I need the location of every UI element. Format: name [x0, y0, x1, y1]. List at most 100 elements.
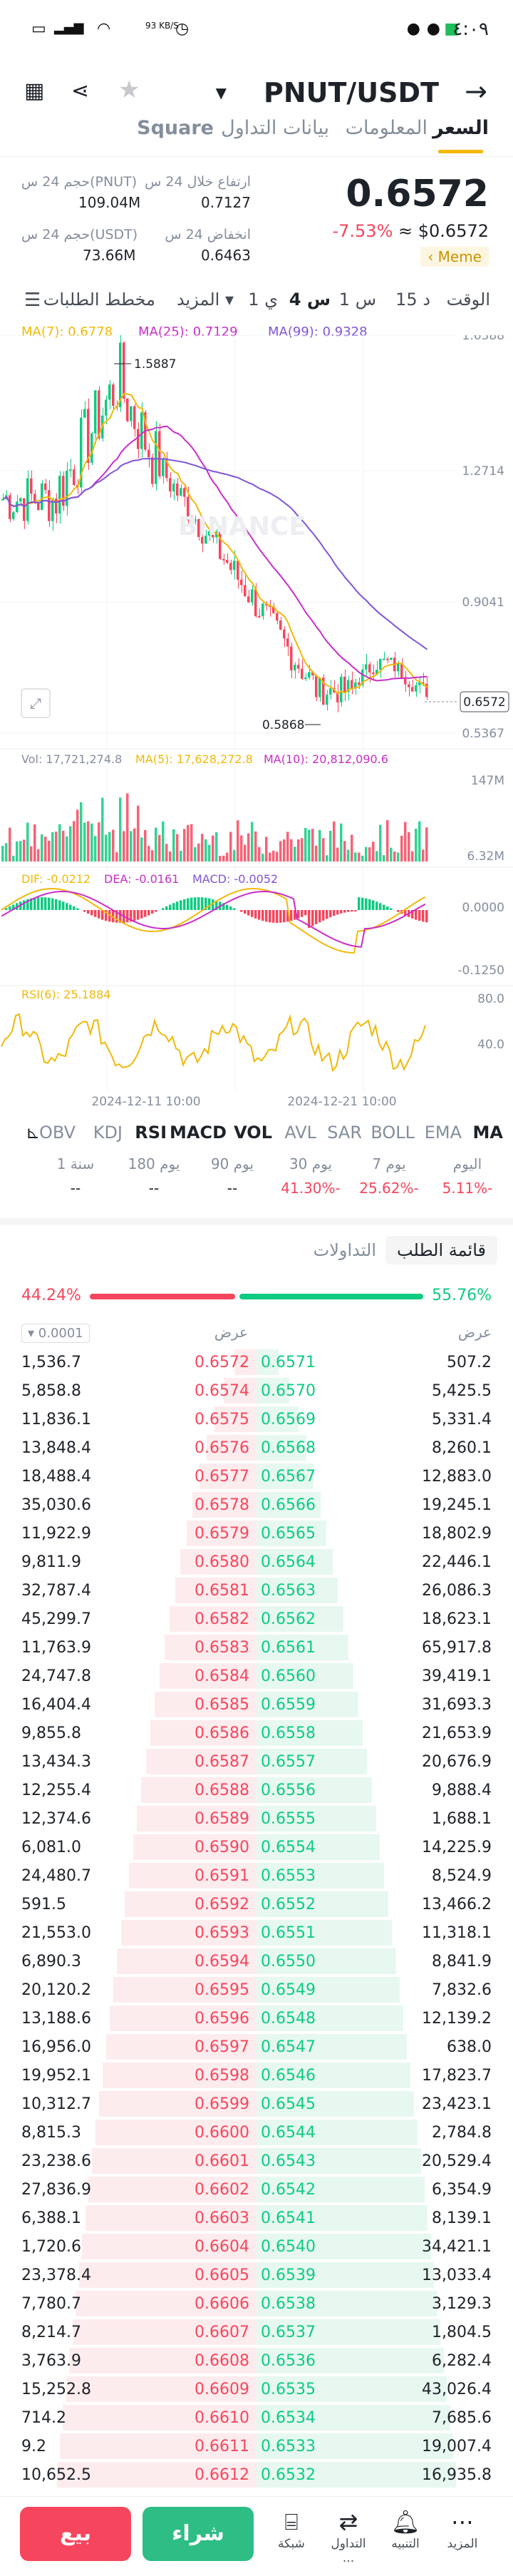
table-row[interactable]: 45,299.7 0.6582 0.6562 18,623.1 — [0, 1605, 513, 1633]
fullscreen-icon[interactable] — [21, 688, 51, 718]
table-row[interactable]: 11,836.1 0.6575 0.6569 5,331.4 — [0, 1405, 513, 1433]
table-row[interactable]: 6,388.1 0.6603 0.6541 8,139.1 — [0, 2204, 513, 2232]
depth-chart-toggle[interactable]: مخطط الطلبات — [43, 290, 155, 310]
volume-bar — [158, 834, 161, 862]
sell-button[interactable]: بيع — [20, 2507, 131, 2561]
table-row[interactable]: 7,780.7 0.6606 0.6538 3,129.3 — [0, 2289, 513, 2318]
bid-depth-bar — [256, 1777, 372, 1803]
indicator-settings-icon[interactable]: ⊾ — [26, 1123, 41, 1143]
table-row[interactable]: 16,404.4 0.6585 0.6559 31,693.3 — [0, 1690, 513, 1719]
table-row[interactable]: 13,848.4 0.6576 0.6568 8,260.1 — [0, 1433, 513, 1462]
table-row[interactable]: 35,030.6 0.6578 0.6566 19,245.1 — [0, 1491, 513, 1519]
table-row[interactable]: 6,890.3 0.6594 0.6550 8,841.9 — [0, 1947, 513, 1976]
indicator-boll[interactable]: BOLL — [370, 1123, 415, 1143]
indicator-avl[interactable]: AVL — [284, 1123, 316, 1143]
indicator-vol[interactable]: VOL — [234, 1123, 272, 1143]
indicator-rsi[interactable]: RSI — [135, 1123, 167, 1143]
indicator-sar[interactable]: SAR — [327, 1123, 362, 1143]
pair-title[interactable]: PNUT/USDT — [264, 77, 439, 108]
table-row[interactable]: 23,238.6 0.6601 0.6543 20,529.4 — [0, 2147, 513, 2175]
tab-trades[interactable]: التداولات — [313, 1240, 376, 1260]
tf-4h[interactable]: 4 س — [289, 290, 331, 310]
table-row[interactable]: 27,836.9 0.6602 0.6542 6,354.9 — [0, 2175, 513, 2204]
nav-grid-bot[interactable]: ⌸ شبكة — [266, 2508, 316, 2551]
table-row[interactable]: 1,720.6 0.6604 0.6540 34,421.1 — [0, 2232, 513, 2261]
tf-1h[interactable]: 1 س — [338, 290, 376, 310]
table-row[interactable]: 13,188.6 0.6596 0.6548 12,139.2 — [0, 2004, 513, 2033]
star-icon[interactable]: ★ — [118, 76, 140, 104]
low-annotation: 0.5868 — [262, 718, 304, 732]
table-row[interactable]: 591.5 0.6592 0.6552 13,466.2 — [0, 1890, 513, 1918]
table-row[interactable]: 1,536.7 0.6572 0.6571 507.2 — [0, 1348, 513, 1376]
chart-area[interactable]: BINANCE 1.6388 1.2714 0.9041 0.5367 1.58… — [0, 335, 513, 1113]
table-row[interactable]: 18,488.4 0.6577 0.6567 12,883.0 — [0, 1462, 513, 1491]
indicator-ema[interactable]: EMA — [424, 1123, 462, 1143]
table-row[interactable]: 9,855.8 0.6586 0.6558 21,653.9 — [0, 1719, 513, 1747]
buy-button[interactable]: شراء — [142, 2507, 254, 2561]
volume-bar — [425, 827, 428, 862]
macd-bar — [119, 910, 122, 923]
tab-info[interactable]: المعلومات — [345, 117, 428, 139]
table-row[interactable]: 714.2 0.6610 0.6534 7,685.6 — [0, 2403, 513, 2432]
indicator-macd[interactable]: MACD — [170, 1123, 227, 1143]
ask-price: 0.6608 — [195, 2352, 249, 2370]
table-row[interactable]: 24,480.7 0.6591 0.6553 8,524.9 — [0, 1861, 513, 1890]
table-row[interactable]: 11,922.9 0.6579 0.6565 18,802.9 — [0, 1519, 513, 1548]
table-row[interactable]: 20,120.2 0.6595 0.6549 7,832.6 — [0, 1976, 513, 2004]
table-row[interactable]: 9,811.9 0.6580 0.6564 22,446.1 — [0, 1548, 513, 1576]
tab-trading-data[interactable]: بيانات التداول — [221, 117, 329, 139]
messenger-icon: ● — [406, 20, 420, 38]
volume-bar — [144, 829, 147, 862]
table-row[interactable]: 12,374.6 0.6589 0.6555 1,688.1 — [0, 1804, 513, 1833]
indicator-kdj[interactable]: KDJ — [93, 1123, 123, 1143]
table-row[interactable]: 3,763.9 0.6608 0.6536 6,282.4 — [0, 2346, 513, 2375]
table-row[interactable]: 8,815.3 0.6600 0.6544 2,784.8 — [0, 2118, 513, 2147]
table-row[interactable]: 21,553.0 0.6593 0.6551 11,318.1 — [0, 1918, 513, 1947]
nav-alert[interactable]: 🔔︎ التنبيه — [380, 2508, 430, 2551]
table-row[interactable]: 13,434.3 0.6587 0.6557 20,676.9 — [0, 1747, 513, 1776]
table-row[interactable]: 9.2 0.6611 0.6533 19,007.4 — [0, 2432, 513, 2460]
bid-price: 0.6565 — [261, 1525, 316, 1543]
ma7-label: MA(7): 0.6778 — [21, 324, 113, 339]
perf-label: 7 يوم — [372, 1155, 406, 1172]
indicator-obv[interactable]: OBV — [38, 1123, 76, 1143]
table-row[interactable]: 10,312.7 0.6599 0.6545 23,423.1 — [0, 2090, 513, 2118]
table-row[interactable]: 16,956.0 0.6597 0.6547 638.0 — [0, 2033, 513, 2061]
nav-more[interactable]: ⋯ المزيد — [437, 2508, 487, 2551]
bid-price: 0.6544 — [261, 2124, 316, 2142]
tab-order-book[interactable]: قائمة الطلب — [385, 1236, 497, 1264]
nav-trade[interactable]: ⇄ التداول ... — [323, 2508, 373, 2565]
ask-amount: 19,952.1 — [21, 2067, 91, 2085]
table-row[interactable]: 10,652.5 0.6612 0.6532 16,935.8 — [0, 2460, 513, 2489]
tf-1d[interactable]: 1 ي — [248, 290, 278, 310]
candle — [368, 664, 371, 673]
tf-more[interactable]: المزيد ▾ — [176, 290, 234, 310]
share-icon[interactable]: ⋖ — [71, 78, 90, 103]
candle — [308, 672, 311, 678]
precision-dropdown[interactable]: ▾ 0.0001 — [21, 1324, 90, 1343]
indicator-ma[interactable]: MA — [472, 1123, 503, 1143]
volume-bar — [197, 843, 200, 862]
table-row[interactable]: 5,858.8 0.6574 0.6570 5,425.5 — [0, 1376, 513, 1405]
back-arrow-icon[interactable]: → — [465, 76, 487, 107]
tab-square[interactable]: Square — [137, 117, 214, 139]
table-row[interactable]: 12,255.4 0.6588 0.6556 9,888.4 — [0, 1776, 513, 1804]
table-row[interactable]: 6,081.0 0.6590 0.6554 14,225.9 — [0, 1833, 513, 1861]
table-row[interactable]: 23,378.4 0.6605 0.6539 13,033.4 — [0, 2261, 513, 2289]
tab-price[interactable]: السعر — [432, 117, 489, 153]
settings-sliders-icon[interactable]: ☰ — [24, 290, 41, 311]
table-row[interactable]: 15,252.8 0.6609 0.6535 43,026.4 — [0, 2375, 513, 2403]
grid-icon[interactable]: ▦ — [24, 78, 45, 103]
candle — [55, 499, 58, 513]
tf-15m[interactable]: 15 د — [395, 290, 430, 310]
pair-dropdown-icon[interactable]: ▼ — [215, 84, 227, 101]
table-row[interactable]: 24,747.8 0.6584 0.6560 39,419.1 — [0, 1662, 513, 1690]
table-row[interactable]: 11,763.9 0.6583 0.6561 65,917.8 — [0, 1633, 513, 1662]
volume-bar — [87, 821, 90, 862]
low-label: انخفاض 24 س — [165, 227, 251, 242]
meme-tag[interactable]: ‹ Meme — [420, 247, 489, 267]
table-row[interactable]: 32,787.4 0.6581 0.6563 26,086.3 — [0, 1576, 513, 1605]
table-row[interactable]: 19,952.1 0.6598 0.6546 17,823.7 — [0, 2061, 513, 2090]
tf-time[interactable]: الوقت — [446, 290, 490, 310]
table-row[interactable]: 8,214.7 0.6607 0.6537 1,804.5 — [0, 2318, 513, 2346]
